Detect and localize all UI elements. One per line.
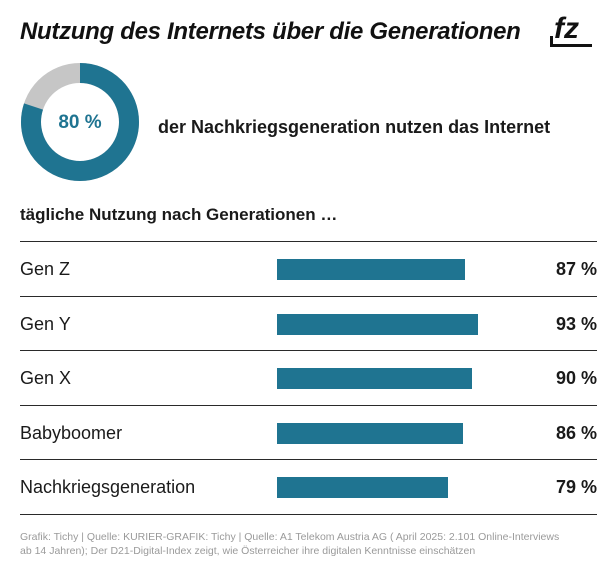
source-line-1: Grafik: Tichy | Quelle: KURIER-GRAFIK: T… (20, 531, 560, 543)
donut-chart: 80 % (20, 62, 140, 182)
bar-row: Babyboomer 86 % (20, 404, 597, 460)
bar (277, 368, 472, 389)
bar (277, 477, 448, 498)
bar-category-label: Nachkriegsgeneration (20, 477, 196, 497)
bar-row: Gen Z 87 % (20, 241, 597, 296)
source-line-2: ab 14 Jahren); Der D21-Digital-Index zei… (20, 545, 476, 557)
donut-svg (21, 63, 139, 181)
bar (277, 259, 465, 280)
bar-row: Gen Y 93 % (20, 295, 597, 351)
bar-chart: Gen Z 87 % Gen Y 93 % Gen X 90 % Babyboomer 86 … (20, 241, 597, 515)
bar-value-label: 90 % (555, 368, 597, 388)
bar-category-label: Gen Z (20, 259, 71, 279)
bar-value-label: 87 % (555, 259, 597, 279)
donut-value-arc (21, 63, 139, 181)
bar-value-label: 86 % (555, 422, 597, 443)
logo-text: fz (554, 12, 579, 45)
bar-category-label: Gen X (20, 368, 72, 388)
bar-chart-subtitle: tägliche Nutzung nach Generationen … (20, 205, 338, 224)
donut-caption: der Nachkriegsgeneration nutzen das Inte… (158, 117, 551, 137)
source-footer: Grafik: Tichy | Quelle: KURIER-GRAFIK: T… (20, 530, 600, 558)
bar-category-label: Gen Y (20, 313, 71, 334)
bar (277, 422, 463, 444)
logo-underline (550, 44, 592, 47)
bar-value-label: 93 % (555, 313, 597, 334)
publisher-logo: fz (550, 12, 596, 48)
bar-row: Nachkriegsgeneration 79 % (20, 459, 597, 515)
bar-row: Gen X 90 % (20, 350, 597, 405)
bar (277, 313, 478, 335)
bar-value-label: 79 % (555, 477, 597, 497)
logo-tick (550, 36, 553, 47)
chart-title: Nutzung des Internets über die Generatio… (20, 18, 521, 45)
donut-value-label: 80 % (58, 112, 102, 133)
bar-category-label: Babyboomer (20, 422, 123, 443)
